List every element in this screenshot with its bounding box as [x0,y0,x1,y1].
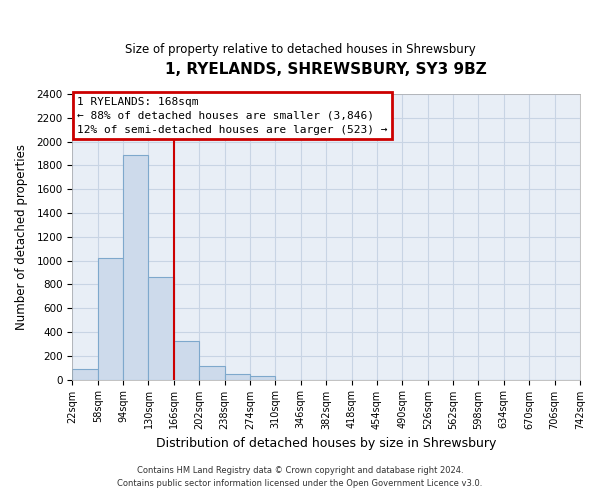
Y-axis label: Number of detached properties: Number of detached properties [15,144,28,330]
Text: Contains HM Land Registry data © Crown copyright and database right 2024.
Contai: Contains HM Land Registry data © Crown c… [118,466,482,487]
X-axis label: Distribution of detached houses by size in Shrewsbury: Distribution of detached houses by size … [156,437,496,450]
Bar [148,277,174,380]
Bar [98,258,123,380]
Bar [73,369,98,380]
Bar [123,154,148,380]
Bar [224,374,250,380]
Text: Size of property relative to detached houses in Shrewsbury: Size of property relative to detached ho… [125,42,475,56]
Bar [199,366,224,380]
Title: 1, RYELANDS, SHREWSBURY, SY3 9BZ: 1, RYELANDS, SHREWSBURY, SY3 9BZ [165,62,487,78]
Text: 1 RYELANDS: 168sqm
← 88% of detached houses are smaller (3,846)
12% of semi-deta: 1 RYELANDS: 168sqm ← 88% of detached hou… [77,97,388,135]
Bar [174,342,199,380]
Bar [250,376,275,380]
